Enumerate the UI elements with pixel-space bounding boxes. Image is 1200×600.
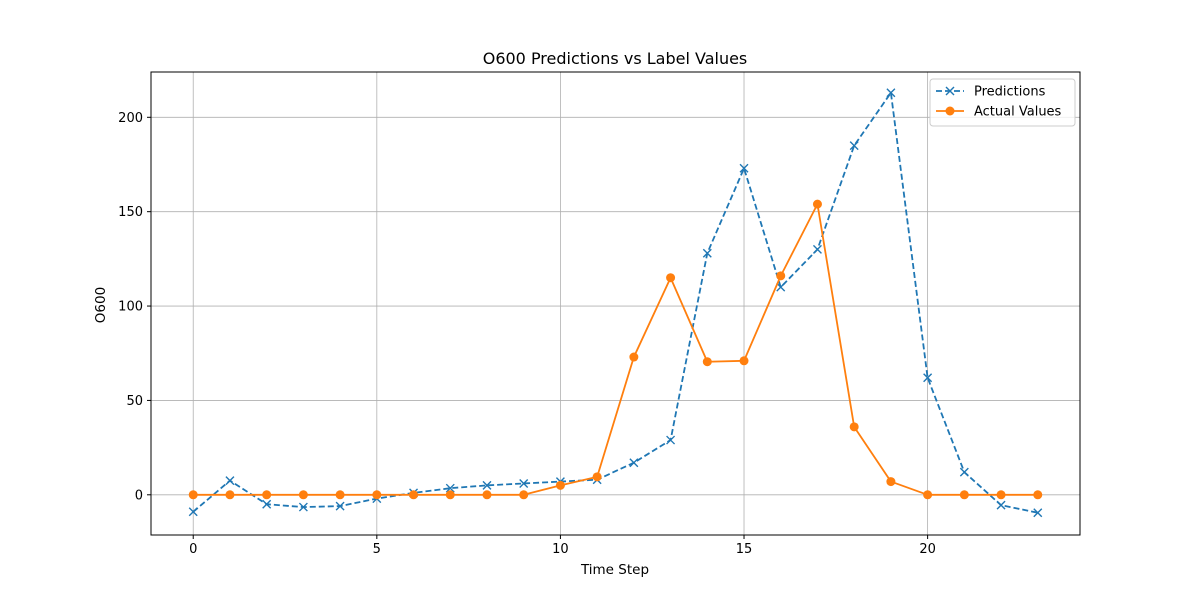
data-point-actual-values	[262, 490, 272, 500]
data-point-predictions	[776, 282, 786, 292]
grid	[151, 72, 1080, 535]
data-point-predictions-stroke-b	[629, 458, 639, 468]
data-point-predictions-stroke-b	[188, 507, 198, 517]
data-point-predictions	[702, 248, 712, 258]
x-tick-label: 10	[552, 542, 569, 557]
data-point-actual-values	[445, 490, 455, 500]
data-point-predictions	[886, 88, 896, 98]
data-point-predictions-stroke-b	[519, 478, 529, 488]
data-point-predictions-stroke-b	[886, 88, 896, 98]
data-point-predictions	[739, 163, 749, 173]
x-tick-label: 20	[919, 542, 936, 557]
data-point-actual-values	[812, 199, 822, 209]
data-point-predictions-stroke-b	[776, 282, 786, 292]
legend: Predictions Actual Values	[929, 78, 1076, 127]
data-point-predictions	[519, 478, 529, 488]
data-point-predictions-stroke-b	[849, 141, 859, 151]
data-point-actual-values	[335, 490, 345, 500]
legend-entry-predictions: Predictions	[936, 85, 1046, 100]
data-point-predictions-stroke-b	[739, 163, 749, 173]
data-point-predictions-stroke-b	[1033, 508, 1043, 518]
data-point-predictions	[225, 476, 235, 486]
x-axis-label: Time Step	[580, 562, 649, 578]
data-point-actual-values	[629, 352, 639, 362]
legend-box	[929, 78, 1076, 127]
data-point-actual-values	[849, 422, 859, 432]
data-point-predictions	[959, 467, 969, 477]
data-point-predictions	[262, 499, 272, 509]
data-point-predictions	[298, 502, 308, 512]
data-point-predictions	[335, 501, 345, 511]
data-point-actual-values	[1033, 490, 1043, 500]
y-tick-label: 200	[118, 111, 143, 126]
data-point-predictions	[629, 458, 639, 468]
data-point-predictions	[996, 500, 1006, 510]
y-axis-label: O600	[93, 287, 109, 323]
data-point-predictions-stroke-b	[959, 467, 969, 477]
data-point-actual-values	[519, 490, 529, 500]
series-line-actual-values	[193, 203, 1038, 496]
y-tick-label: 0	[135, 488, 143, 503]
data-point-actual-values	[482, 490, 492, 500]
data-point-predictions-stroke-b	[923, 373, 933, 383]
x-tick-label: 5	[373, 542, 381, 557]
data-point-actual-values	[739, 356, 749, 366]
data-point-actual-values	[959, 490, 969, 500]
data-point-predictions	[482, 480, 492, 490]
legend-marker-actual-values	[945, 106, 955, 116]
data-point-predictions	[666, 435, 676, 445]
data-point-predictions	[1033, 508, 1043, 518]
data-point-actual-values	[923, 490, 933, 500]
data-point-actual-values	[592, 472, 602, 482]
x-tick-label: 15	[736, 542, 753, 557]
legend-marker-predictions	[945, 86, 955, 96]
data-point-actual-values	[298, 490, 308, 500]
data-point-predictions	[812, 244, 822, 254]
data-point-actual-values	[188, 490, 198, 500]
series-actual-values	[188, 199, 1043, 500]
data-point-predictions-stroke-b	[298, 502, 308, 512]
y-tick-label: 100	[118, 300, 143, 315]
series-line-predictions	[192, 91, 1038, 514]
plot-frame	[150, 71, 1081, 536]
series-predictions	[188, 88, 1043, 518]
data-point-actual-values	[409, 490, 419, 500]
data-point-predictions	[188, 507, 198, 517]
data-point-predictions-stroke-b	[445, 483, 455, 493]
data-point-predictions	[923, 373, 933, 383]
data-point-predictions-stroke-b	[812, 244, 822, 254]
data-point-predictions-stroke-b	[262, 499, 272, 509]
chart-title: O600 Predictions vs Label Values	[483, 49, 748, 68]
data-point-actual-values	[776, 271, 786, 281]
data-point-predictions	[849, 141, 859, 151]
data-point-actual-values	[702, 357, 712, 367]
x-tick-label: 0	[189, 542, 197, 557]
legend-label-actual-values: Actual Values	[974, 105, 1062, 120]
data-point-predictions	[445, 483, 455, 493]
data-point-predictions-stroke-b	[996, 500, 1006, 510]
y-tick-label: 50	[126, 394, 143, 409]
data-point-predictions-stroke-b	[335, 501, 345, 511]
legend-label-predictions: Predictions	[974, 85, 1046, 100]
data-point-predictions-stroke-b	[225, 476, 235, 486]
data-point-predictions-stroke-b	[482, 480, 492, 490]
y-tick-label: 150	[118, 205, 143, 220]
legend-marker-predictions-stroke-b	[945, 86, 955, 96]
data-point-actual-values	[555, 480, 565, 490]
data-point-predictions-stroke-b	[666, 435, 676, 445]
data-point-actual-values	[666, 273, 676, 283]
data-point-actual-values	[886, 477, 896, 487]
data-point-actual-values	[372, 490, 382, 500]
series-layer	[188, 88, 1043, 518]
legend-entry-actual-values: Actual Values	[936, 105, 1062, 120]
data-point-actual-values	[996, 490, 1006, 500]
data-point-actual-values	[225, 490, 235, 500]
data-point-predictions-stroke-b	[702, 248, 712, 258]
